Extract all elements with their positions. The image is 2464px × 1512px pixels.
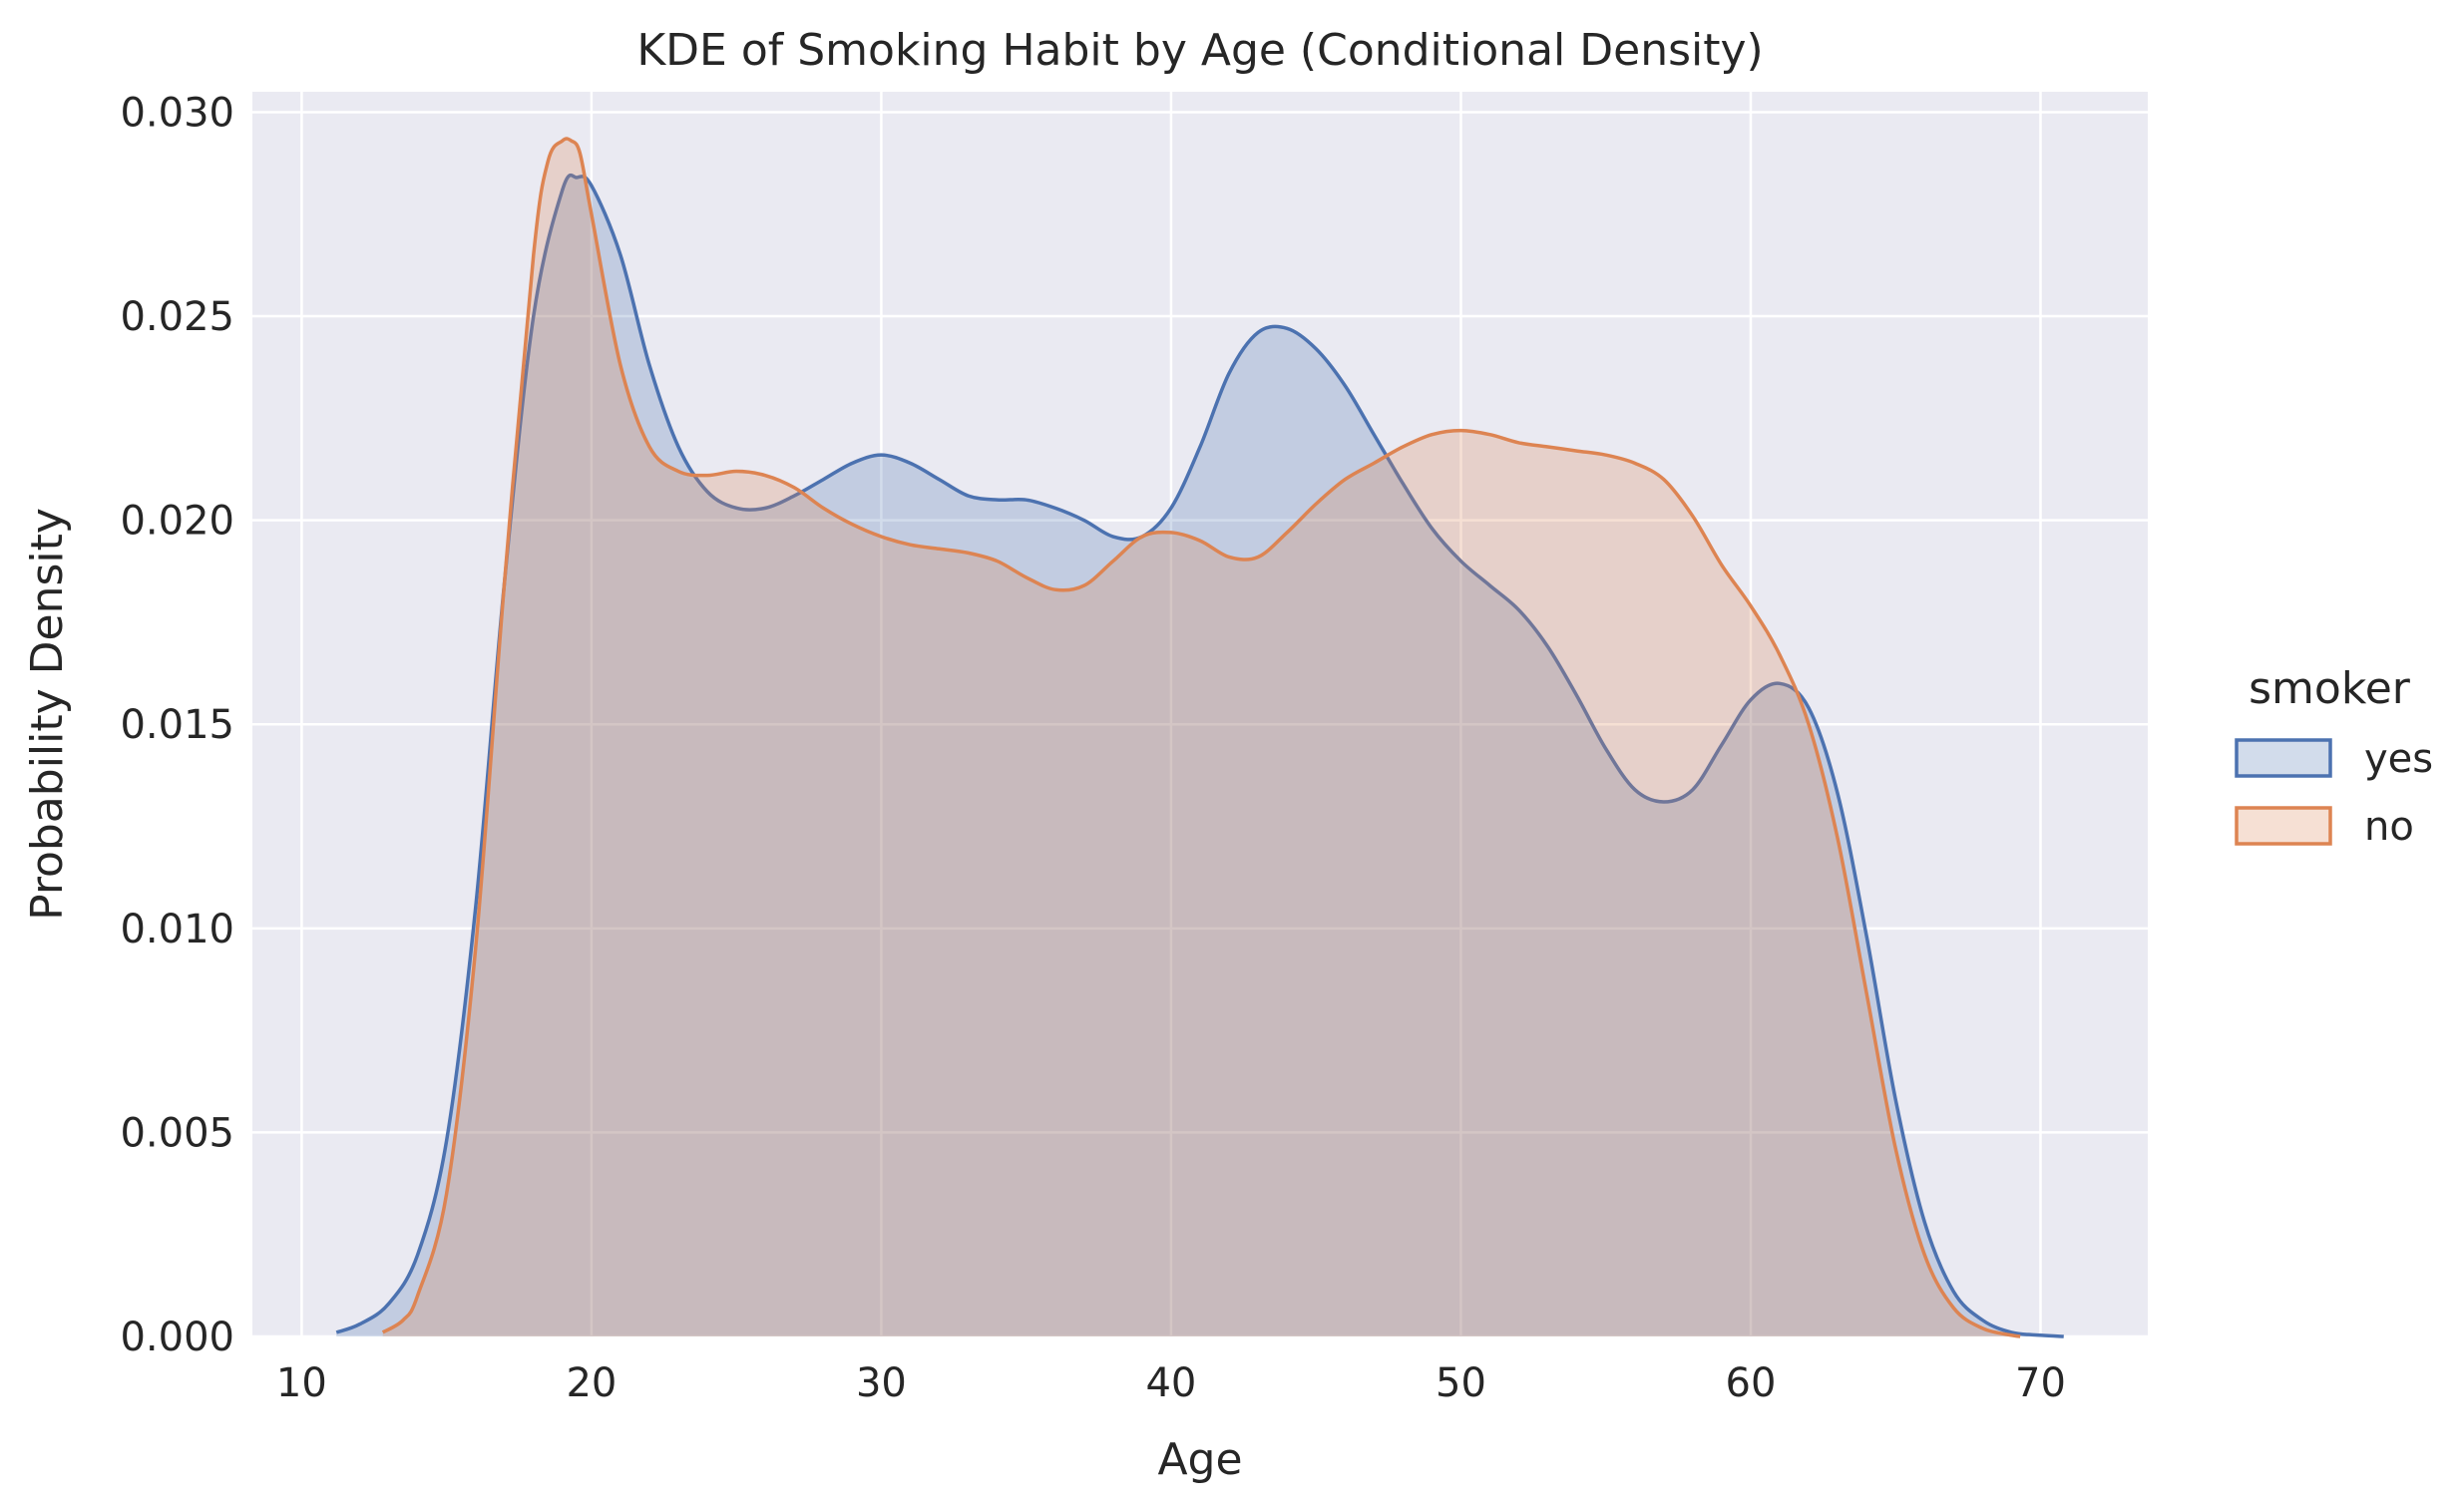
x-tick-label: 50 bbox=[1436, 1360, 1486, 1406]
x-tick-label: 40 bbox=[1145, 1360, 1196, 1406]
plot-area bbox=[252, 92, 2148, 1336]
legend-label-no: no bbox=[2364, 804, 2414, 850]
legend: smoker yes no bbox=[2235, 663, 2433, 850]
x-tick-label: 30 bbox=[856, 1360, 907, 1406]
legend-swatch-no bbox=[2235, 806, 2332, 846]
y-tick-label: 0.000 bbox=[120, 1315, 234, 1360]
density-series bbox=[335, 137, 2064, 1338]
legend-title: smoker bbox=[2249, 663, 2411, 714]
grid-lines bbox=[252, 92, 2148, 1338]
y-tick-label: 0.020 bbox=[120, 499, 234, 545]
x-tick-label: 10 bbox=[276, 1360, 327, 1406]
x-tick-label: 60 bbox=[1726, 1360, 1777, 1406]
chart-title: KDE of Smoking Habit by Age (Conditional… bbox=[636, 25, 1763, 76]
x-axis-label: Age bbox=[1157, 1434, 1242, 1485]
x-tick-label: 70 bbox=[2015, 1360, 2066, 1406]
y-axis-ticks: 0.000 0.005 0.010 0.015 0.020 0.025 0.030 bbox=[120, 90, 234, 1360]
y-tick-label: 0.015 bbox=[120, 702, 234, 748]
y-axis-label: Probability Density bbox=[22, 508, 73, 921]
legend-swatch-yes bbox=[2235, 738, 2332, 778]
series-line-no bbox=[381, 137, 2021, 1338]
y-tick-label: 0.010 bbox=[120, 907, 234, 952]
series-fill-no bbox=[382, 139, 2021, 1337]
series-fill-yes bbox=[336, 175, 2064, 1337]
x-tick-label: 20 bbox=[566, 1360, 616, 1406]
x-axis-ticks: 10 20 30 40 50 60 70 bbox=[276, 1360, 2066, 1406]
y-tick-label: 0.005 bbox=[120, 1110, 234, 1156]
legend-label-yes: yes bbox=[2364, 736, 2433, 782]
y-tick-label: 0.025 bbox=[120, 294, 234, 340]
y-tick-label: 0.030 bbox=[120, 90, 234, 136]
